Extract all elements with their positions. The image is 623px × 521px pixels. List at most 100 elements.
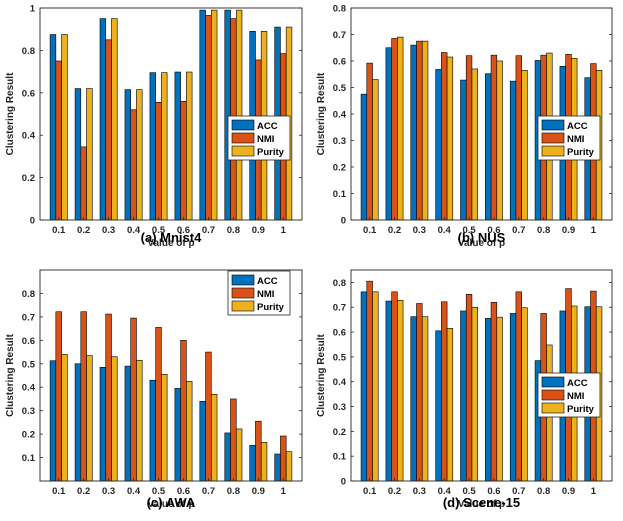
bar-acc-8 — [224, 9, 231, 221]
x-tick-label: 0.8 — [227, 486, 240, 497]
bar-nmi-3 — [105, 39, 112, 221]
bar-purity-2 — [86, 88, 93, 221]
legend-label-acc: ACC — [567, 378, 588, 389]
chart-4: 0 0.1 0.2 0.3 0.4 0.5 0.6 0.7 0.8 0.1 0.2 0.3 0.4 0.5… — [316, 269, 613, 510]
y-tick-label: 0.5 — [333, 83, 347, 94]
bar-nmi-9 — [255, 420, 262, 482]
legend: ACC NMI Purity — [537, 372, 601, 418]
x-axis-label: Value of p — [147, 499, 194, 510]
axes-box — [39, 269, 303, 482]
bar-acc-9 — [249, 445, 256, 482]
bar-nmi-6 — [180, 340, 187, 482]
x-axis-label: Value of p — [458, 238, 505, 249]
x-tick-label: 0.2 — [388, 225, 401, 236]
x-tick-label: 0.5 — [152, 225, 166, 236]
x-tick-label: 0.3 — [413, 486, 426, 497]
chart-1: 0 0.2 0.4 0.6 0.8 1 0.1 0.2 0.3 0.4 0.5 0.6 0.7 0.8 0.… — [5, 4, 303, 249]
bar-nmi-8 — [230, 398, 237, 482]
bar-purity-7 — [521, 69, 528, 221]
bar-acc-1 — [49, 360, 57, 482]
bar-acc-6 — [485, 318, 492, 482]
x-tick-label: 0.8 — [537, 486, 550, 497]
legend-label-nmi: NMI — [257, 134, 274, 145]
x-tick-label: 0.4 — [127, 486, 141, 497]
x-tick-label: 0.7 — [202, 486, 215, 497]
x-tick-label: 0.6 — [177, 486, 190, 497]
x-tick-label: 0.1 — [363, 225, 377, 236]
y-axis-label: Clustering Result — [316, 333, 327, 416]
bar-acc-4 — [124, 89, 131, 221]
x-tick-label: 0.1 — [52, 486, 66, 497]
bar-nmi-5 — [155, 327, 162, 482]
bar-purity-7 — [211, 9, 218, 221]
axes-box — [350, 7, 613, 221]
bar-acc-1 — [360, 291, 368, 482]
bar-acc-3 — [99, 366, 107, 482]
bar-acc-4 — [435, 330, 442, 482]
x-tick-label: 1 — [281, 225, 287, 236]
bar-acc-1 — [360, 93, 368, 221]
bar-nmi-2 — [391, 291, 398, 482]
bar-nmi-7 — [205, 15, 212, 221]
y-tick-label: 0.6 — [333, 57, 346, 68]
x-tick-label: 0.8 — [537, 225, 550, 236]
y-tick-label: 0.1 — [333, 452, 347, 463]
bar-purity-4 — [446, 328, 454, 482]
legend-label-acc: ACC — [257, 121, 278, 132]
bar-nmi-1 — [366, 280, 373, 482]
bar-purity-6 — [186, 381, 193, 482]
axes-box — [350, 269, 613, 482]
legend-swatch-acc — [541, 376, 565, 388]
y-tick-label: 0.2 — [333, 163, 346, 174]
x-tick-label: 0.5 — [462, 225, 476, 236]
bar-purity-1 — [372, 79, 379, 221]
y-tick-label: 0.8 — [22, 289, 35, 300]
y-tick-label: 0.7 — [333, 30, 346, 41]
bar-nmi-7 — [515, 55, 522, 221]
chart-2: 0 0.1 0.2 0.3 0.4 0.5 0.6 0.7 0.8 0.1 0.2 0.3 0.4 0.5… — [316, 4, 613, 249]
bar-purity-5 — [161, 72, 168, 221]
bar-purity-5 — [471, 306, 478, 482]
bar-purity-2 — [397, 36, 404, 221]
bar-acc-5 — [460, 79, 467, 221]
legend-swatch-acc — [231, 274, 255, 286]
y-tick-label: 0.3 — [333, 402, 346, 413]
y-tick-label: 0.3 — [333, 136, 346, 147]
bar-acc-5 — [149, 72, 156, 221]
bar-acc-2 — [385, 300, 392, 482]
legend-label-acc: ACC — [567, 121, 588, 132]
bar-acc-8 — [224, 432, 231, 482]
bar-nmi-4 — [130, 109, 137, 221]
bar-nmi-7 — [205, 351, 212, 482]
legend-swatch-purity — [541, 402, 565, 414]
chart-caption: (b) NUS — [458, 230, 506, 245]
y-axis-label: Clustering Result — [5, 72, 16, 155]
x-tick-label: 0.7 — [202, 225, 215, 236]
bar-acc-2 — [74, 88, 82, 221]
x-tick-label: 1 — [591, 225, 597, 236]
bar-nmi-6 — [490, 54, 498, 221]
legend-label-nmi: NMI — [567, 134, 584, 145]
bar-purity-6 — [186, 71, 193, 221]
y-tick-label: 0.7 — [22, 312, 35, 323]
bar-acc-7 — [199, 9, 206, 221]
x-tick-label: 0.4 — [438, 225, 452, 236]
legend: ACC NMI Purity — [227, 115, 291, 161]
bar-purity-9 — [260, 442, 268, 482]
y-tick-label: 0 — [30, 216, 35, 227]
bar-purity-3 — [421, 40, 429, 221]
bar-purity-10 — [285, 451, 293, 482]
x-tick-label: 0.7 — [512, 225, 525, 236]
y-tick-label: 0.1 — [22, 453, 36, 464]
bar-purity-1 — [61, 34, 68, 221]
y-tick-label: 0.6 — [333, 328, 346, 339]
bar-acc-7 — [509, 80, 517, 221]
chart-3: 0.1 0.2 0.3 0.4 0.5 0.6 0.7 0.8 0.1 0.2 0.3 0.4 0.5 0… — [5, 269, 303, 510]
bar-nmi-3 — [105, 313, 112, 482]
x-tick-label: 0.6 — [487, 486, 500, 497]
legend-swatch-purity — [231, 300, 255, 312]
x-tick-label: 0.1 — [52, 225, 66, 236]
bar-nmi-6 — [490, 301, 498, 482]
bar-purity-6 — [496, 60, 503, 221]
